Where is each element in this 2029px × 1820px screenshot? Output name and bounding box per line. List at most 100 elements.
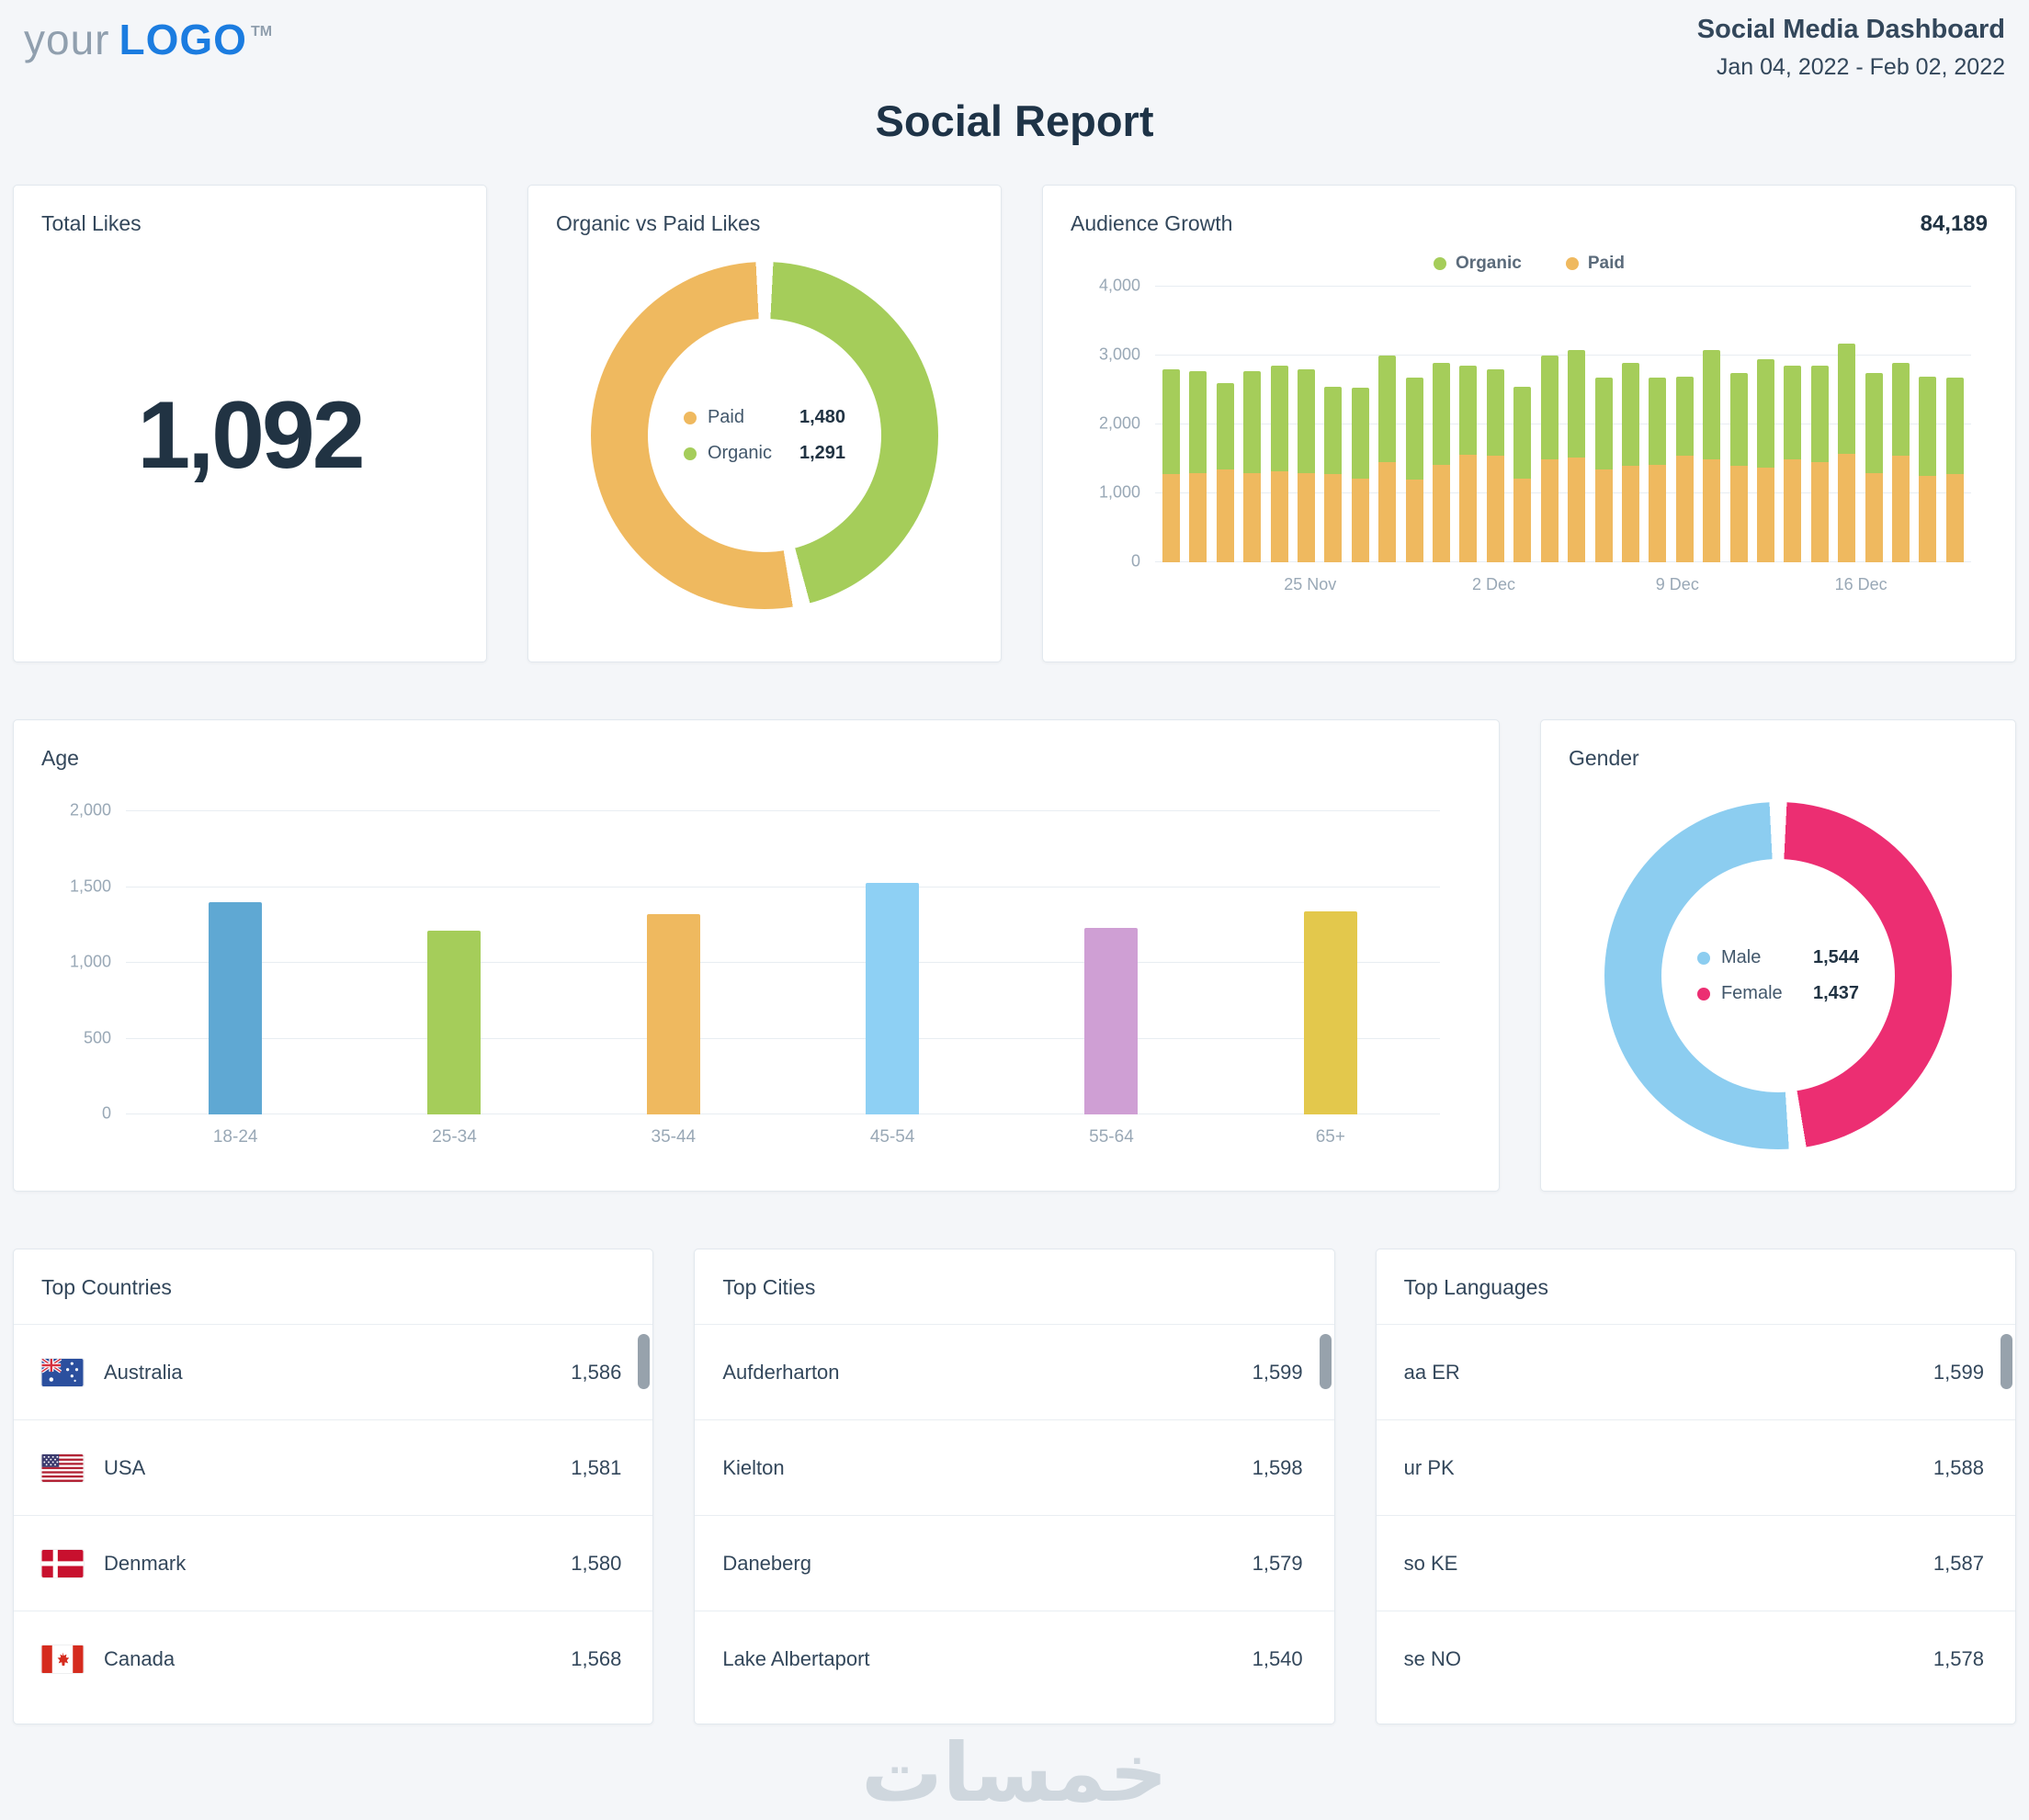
organic-segment (1486, 369, 1504, 456)
item-name: so KE (1404, 1552, 1458, 1576)
age-bar-column (126, 902, 345, 1114)
age-bar (209, 902, 263, 1114)
audience-growth-chart: 0 1,000 2,000 3,000 4,000 25 Nov 2 Dec 9 Dec 16… (1099, 277, 1971, 601)
legend-label: Organic (707, 443, 772, 463)
logo-main-text: LOGO (119, 16, 247, 63)
card-title-top-cities: Top Cities (722, 1275, 816, 1299)
scrollbar-thumb[interactable] (2000, 1334, 2012, 1389)
page-title: Social Report (875, 96, 1154, 145)
growth-bar (1243, 370, 1262, 562)
item-value: 1,578 (1933, 1646, 1984, 1670)
organic-segment (1351, 388, 1369, 479)
legend-dot-icon (1434, 257, 1447, 270)
gridline: 2,000 (70, 801, 1440, 820)
growth-bar (1649, 378, 1667, 562)
growth-bar (1594, 378, 1613, 562)
paid-segment (1540, 458, 1559, 562)
dashboard-title: Social Media Dashboard (1696, 15, 2005, 44)
growth-bar (1405, 378, 1423, 562)
legend-value: 1,291 (799, 443, 846, 463)
growth-bar (1513, 386, 1532, 562)
y-axis-label: 1,000 (69, 952, 111, 971)
item-name-text: Aufderharton (722, 1360, 840, 1384)
item-value: 1,581 (571, 1455, 622, 1479)
growth-bar (1459, 366, 1478, 562)
item-name-text: USA (104, 1455, 146, 1479)
scrollbar-thumb[interactable] (1319, 1334, 1332, 1389)
us-flag-icon (41, 1453, 84, 1482)
y-axis-label: 1,500 (69, 876, 111, 895)
list-item: Kielton 1,598 (695, 1419, 1334, 1515)
legend-dot-icon (1565, 257, 1579, 270)
list-item: Aufderharton 1,599 (695, 1324, 1334, 1419)
paid-segment (1270, 471, 1288, 562)
growth-bar (1486, 369, 1504, 562)
row-middle: Age 0 500 1,000 1,500 2,000 18-24 25-34 35-44 4… (13, 719, 2016, 1192)
legend-label: Paid (1587, 254, 1625, 273)
legend-value: 1,480 (799, 407, 846, 427)
growth-bar (1270, 366, 1288, 562)
growth-bar (1865, 372, 1883, 562)
organic-segment (1378, 356, 1397, 463)
legend-value: 1,437 (1812, 983, 1860, 1003)
legend-item: Paid 1,480 (683, 407, 846, 428)
organic-vs-paid-card: Organic vs Paid Likes Paid 1,480 Organic 1,… (527, 185, 1002, 662)
item-value: 1,588 (1933, 1455, 1984, 1479)
age-bar (427, 931, 482, 1114)
au-flag-icon (41, 1358, 84, 1386)
x-axis-label: 25 Nov (1284, 575, 1337, 593)
list-item: USA 1,581 (14, 1419, 653, 1515)
watermark: خمسات (861, 1727, 1168, 1818)
y-axis-label: 2,000 (69, 800, 111, 820)
legend-dot-icon (683, 447, 697, 460)
legend-dot-icon (1696, 987, 1710, 1000)
growth-bar (1216, 383, 1234, 562)
growth-bar (1919, 376, 1937, 562)
growth-bar (1324, 386, 1343, 562)
y-axis-label: 4,000 (1098, 276, 1140, 295)
paid-segment (1162, 474, 1180, 562)
legend-item: Female 1,437 (1696, 983, 1860, 1004)
item-name: se NO (1404, 1647, 1461, 1671)
organic-segment (1891, 362, 1910, 456)
logo-your-text: your (24, 16, 110, 63)
organic-segment (1189, 370, 1207, 473)
growth-bar (1351, 388, 1369, 562)
organic-segment (1649, 378, 1667, 465)
paid-segment (1324, 474, 1343, 562)
organic-segment (1594, 378, 1613, 469)
audience-growth-xaxis: 25 Nov 2 Dec 9 Dec 16 Dec (1155, 575, 1971, 601)
paid-segment (1378, 462, 1397, 562)
y-axis-label: 2,000 (1098, 413, 1140, 433)
row-top: Total Likes 1,092 Organic vs Paid Likes … (13, 185, 2016, 662)
item-name: Kielton (722, 1456, 784, 1480)
organic-segment (1513, 386, 1532, 479)
y-axis-label: 3,000 (1098, 345, 1140, 364)
age-bar (646, 914, 700, 1114)
growth-bar (1703, 350, 1721, 562)
y-axis-label: 0 (1130, 551, 1140, 571)
item-value: 1,540 (1252, 1646, 1303, 1670)
audience-growth-header: Audience Growth 84,189 (1071, 211, 1988, 237)
item-name: Daneberg (722, 1552, 811, 1576)
age-bar-column (783, 882, 1002, 1114)
paid-segment (1216, 469, 1234, 562)
item-name: Lake Albertaport (722, 1647, 869, 1671)
item-name: Australia (41, 1358, 183, 1386)
list-item: Australia 1,586 (14, 1324, 653, 1419)
top-cities-list: Aufderharton 1,599 Kielton 1,598 Daneberg 1,5… (695, 1324, 1334, 1706)
organic-segment (1433, 362, 1451, 465)
legend-item: Paid (1565, 254, 1625, 274)
organic-segment (1865, 372, 1883, 473)
list-item: Denmark 1,580 (14, 1515, 653, 1611)
donut-hole: Paid 1,480 Organic 1,291 (648, 319, 881, 552)
scrollbar-thumb[interactable] (638, 1334, 651, 1389)
item-value: 1,568 (571, 1646, 622, 1670)
paid-segment (1243, 472, 1262, 562)
paid-segment (1865, 472, 1883, 562)
growth-bar (1378, 356, 1397, 562)
organic-segment (1162, 369, 1180, 474)
legend-item: Male 1,544 (1696, 947, 1859, 968)
age-bar-column (1002, 928, 1220, 1114)
legend-dot-icon (1696, 951, 1710, 965)
